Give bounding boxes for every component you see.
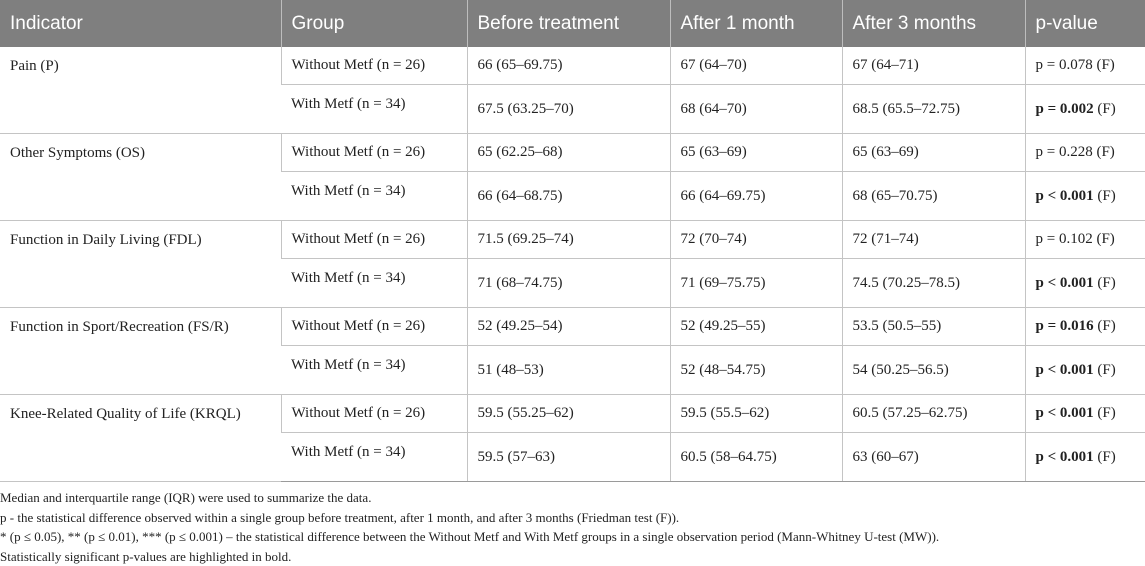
before-cell: 67.5 (63.25–70) — [467, 85, 670, 134]
before-cell: 71.5 (69.25–74) — [467, 221, 670, 259]
after-3-months-cell: 72 (71–74) — [842, 221, 1025, 259]
before-cell: 51 (48–53) — [467, 346, 670, 395]
before-cell: 66 (64–68.75) — [467, 172, 670, 221]
p-value: p < 0.001 — [1036, 188, 1094, 204]
group-cell: With Metf (n = 34) — [281, 259, 467, 308]
group-cell: Without Metf (n = 26) — [281, 395, 467, 433]
after-1-month-cell: 71 (69–75.75) — [670, 259, 842, 308]
p-value-cell: p = 0.102 (F) — [1025, 221, 1145, 259]
table-row: Function in Daily Living (FDL)Without Me… — [0, 221, 1145, 259]
header-after-1-month: After 1 month — [670, 0, 842, 47]
table-body: Pain (P)Without Metf (n = 26)66 (65–69.7… — [0, 47, 1145, 482]
results-table: Indicator Group Before treatment After 1… — [0, 0, 1145, 482]
after-3-months-cell: 67 (64–71) — [842, 47, 1025, 85]
after-1-month-cell: 60.5 (58–64.75) — [670, 433, 842, 482]
after-3-months-cell: 60.5 (57.25–62.75) — [842, 395, 1025, 433]
table-row: Knee-Related Quality of Life (KRQL)Witho… — [0, 395, 1145, 433]
after-1-month-cell: 67 (64–70) — [670, 47, 842, 85]
after-3-months-cell: 63 (60–67) — [842, 433, 1025, 482]
before-cell: 59.5 (57–63) — [467, 433, 670, 482]
test-label: (F) — [1093, 231, 1115, 247]
group-cell: With Metf (n = 34) — [281, 433, 467, 482]
p-value-cell: p < 0.001 (F) — [1025, 395, 1145, 433]
header-group: Group — [281, 0, 467, 47]
p-value: p < 0.001 — [1036, 405, 1094, 421]
test-label: (F) — [1094, 405, 1116, 421]
footnotes: Median and interquartile range (IQR) wer… — [0, 482, 1145, 566]
after-3-months-cell: 68.5 (65.5–72.75) — [842, 85, 1025, 134]
p-value-cell: p = 0.078 (F) — [1025, 47, 1145, 85]
after-3-months-cell: 53.5 (50.5–55) — [842, 308, 1025, 346]
after-1-month-cell: 72 (70–74) — [670, 221, 842, 259]
test-label: (F) — [1094, 318, 1116, 334]
header-before-treatment: Before treatment — [467, 0, 670, 47]
before-cell: 59.5 (55.25–62) — [467, 395, 670, 433]
header-row: Indicator Group Before treatment After 1… — [0, 0, 1145, 47]
after-3-months-cell: 65 (63–69) — [842, 134, 1025, 172]
test-label: (F) — [1094, 101, 1116, 117]
header-p-value: p-value — [1025, 0, 1145, 47]
p-value: p < 0.001 — [1036, 362, 1094, 378]
group-cell: With Metf (n = 34) — [281, 346, 467, 395]
p-value: p < 0.001 — [1036, 449, 1094, 465]
table-row: Other Symptoms (OS)Without Metf (n = 26)… — [0, 134, 1145, 172]
p-value-cell: p = 0.016 (F) — [1025, 308, 1145, 346]
after-1-month-cell: 68 (64–70) — [670, 85, 842, 134]
table-row: Pain (P)Without Metf (n = 26)66 (65–69.7… — [0, 47, 1145, 85]
group-cell: With Metf (n = 34) — [281, 85, 467, 134]
p-value-cell: p = 0.228 (F) — [1025, 134, 1145, 172]
p-value: p < 0.001 — [1036, 275, 1094, 291]
header-indicator: Indicator — [0, 0, 281, 47]
before-cell: 71 (68–74.75) — [467, 259, 670, 308]
before-cell: 66 (65–69.75) — [467, 47, 670, 85]
p-value: p = 0.228 — [1036, 144, 1093, 160]
table-row: Function in Sport/Recreation (FS/R)Witho… — [0, 308, 1145, 346]
footnote: p - the statistical difference observed … — [0, 508, 1145, 528]
footnote: Statistically significant p-values are h… — [0, 547, 1145, 566]
indicator-cell: Other Symptoms (OS) — [0, 134, 281, 221]
group-cell: Without Metf (n = 26) — [281, 47, 467, 85]
p-value-cell: p < 0.001 (F) — [1025, 172, 1145, 221]
p-value: p = 0.002 — [1036, 101, 1094, 117]
after-1-month-cell: 52 (49.25–55) — [670, 308, 842, 346]
after-3-months-cell: 74.5 (70.25–78.5) — [842, 259, 1025, 308]
indicator-cell: Function in Daily Living (FDL) — [0, 221, 281, 308]
after-1-month-cell: 52 (48–54.75) — [670, 346, 842, 395]
footnote: Median and interquartile range (IQR) wer… — [0, 488, 1145, 508]
group-cell: Without Metf (n = 26) — [281, 134, 467, 172]
p-value: p = 0.078 — [1036, 57, 1093, 73]
group-cell: Without Metf (n = 26) — [281, 308, 467, 346]
before-cell: 52 (49.25–54) — [467, 308, 670, 346]
p-value-cell: p < 0.001 (F) — [1025, 259, 1145, 308]
indicator-cell: Function in Sport/Recreation (FS/R) — [0, 308, 281, 395]
indicator-cell: Pain (P) — [0, 47, 281, 134]
test-label: (F) — [1094, 188, 1116, 204]
before-cell: 65 (62.25–68) — [467, 134, 670, 172]
group-cell: Without Metf (n = 26) — [281, 221, 467, 259]
after-3-months-cell: 68 (65–70.75) — [842, 172, 1025, 221]
p-value-cell: p < 0.001 (F) — [1025, 433, 1145, 482]
p-value: p = 0.102 — [1036, 231, 1093, 247]
header-after-3-months: After 3 months — [842, 0, 1025, 47]
p-value-cell: p < 0.001 (F) — [1025, 346, 1145, 395]
test-label: (F) — [1093, 144, 1115, 160]
after-1-month-cell: 65 (63–69) — [670, 134, 842, 172]
test-label: (F) — [1093, 57, 1115, 73]
after-1-month-cell: 59.5 (55.5–62) — [670, 395, 842, 433]
test-label: (F) — [1094, 275, 1116, 291]
test-label: (F) — [1094, 449, 1116, 465]
after-1-month-cell: 66 (64–69.75) — [670, 172, 842, 221]
p-value: p = 0.016 — [1036, 318, 1094, 334]
indicator-cell: Knee-Related Quality of Life (KRQL) — [0, 395, 281, 482]
group-cell: With Metf (n = 34) — [281, 172, 467, 221]
p-value-cell: p = 0.002 (F) — [1025, 85, 1145, 134]
footnote: * (p ≤ 0.05), ** (p ≤ 0.01), *** (p ≤ 0.… — [0, 527, 1145, 547]
after-3-months-cell: 54 (50.25–56.5) — [842, 346, 1025, 395]
test-label: (F) — [1094, 362, 1116, 378]
